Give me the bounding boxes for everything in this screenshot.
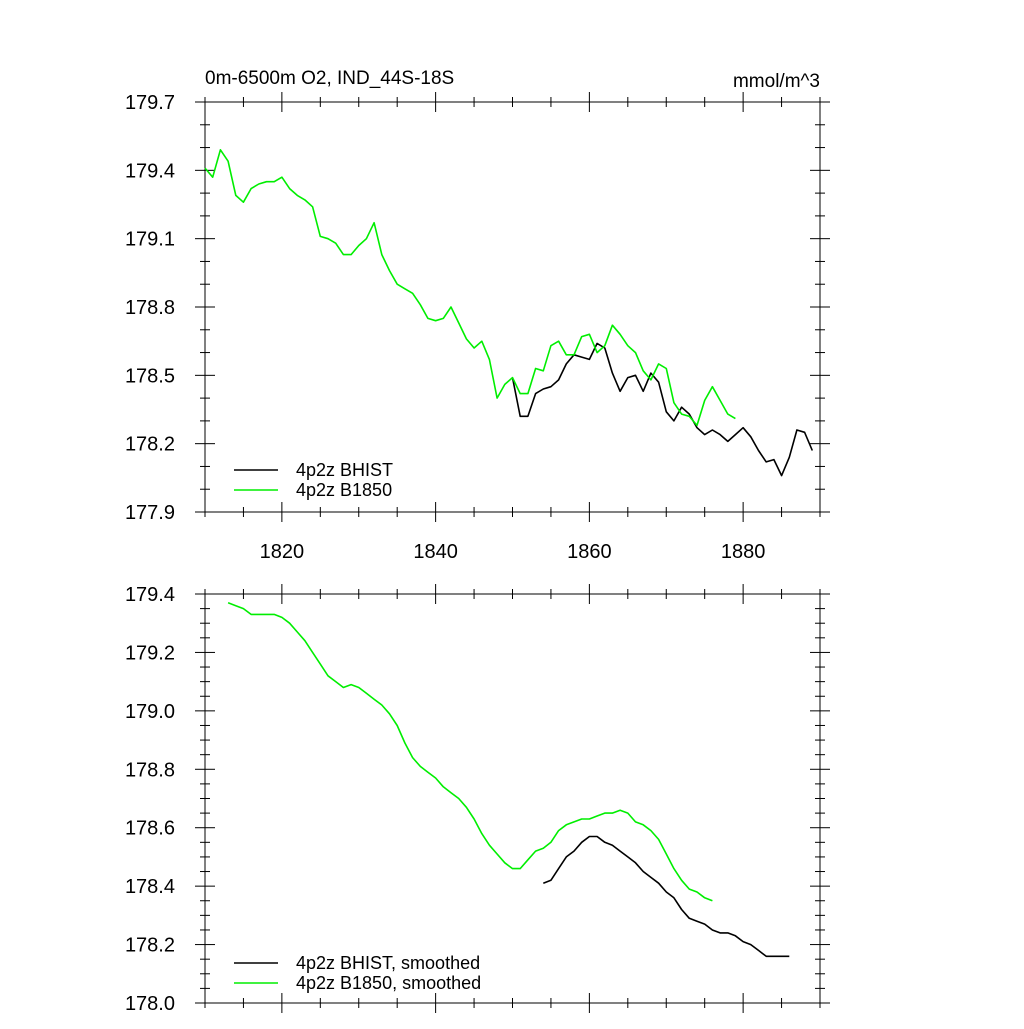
y-tick-label: 179.0 — [125, 701, 175, 723]
x-tick-label: 1820 — [260, 541, 305, 563]
legend-label: 4p2z BHIST — [296, 460, 393, 480]
legend-label: 4p2z B1850 — [296, 480, 392, 500]
y-tick-label: 179.1 — [125, 229, 175, 251]
series-line-1 — [204, 149, 736, 427]
y-tick-label: 177.9 — [125, 502, 175, 524]
y-tick-label: 178.2 — [125, 434, 175, 456]
x-tick-label: 1880 — [721, 541, 766, 563]
x-tick-label: 1860 — [567, 541, 612, 563]
y-tick-label: 179.4 — [125, 160, 175, 182]
y-tick-label: 179.4 — [125, 584, 175, 606]
series-line-0 — [511, 342, 814, 477]
y-tick-label: 178.2 — [125, 935, 175, 957]
y-tick-label: 178.6 — [125, 818, 175, 840]
y-tick-label: 178.4 — [125, 876, 175, 898]
y-tick-label: 179.2 — [125, 642, 175, 664]
y-tick-label: 179.7 — [125, 92, 175, 114]
chart-title: 0m-6500m O2, IND_44S-18S — [205, 68, 454, 89]
plot-frame — [204, 593, 821, 1004]
series-line-1 — [227, 602, 713, 902]
y-tick-label: 178.8 — [125, 759, 175, 781]
plot-frame — [204, 101, 821, 513]
top-panel: 1820 1840 1860 1880 177.9 178.2 178.5 178.8 179.… — [125, 68, 830, 563]
legend-label: 4p2z B1850, smoothed — [296, 973, 481, 993]
y-tick-label: 178.5 — [125, 365, 175, 387]
units-label: mmol/m^3 — [733, 71, 820, 92]
series-line-0 — [543, 835, 790, 958]
bottom-panel: 178.0 178.2 178.4 178.6 178.8 179.0 179.2 179.4… — [125, 584, 830, 1015]
y-tick-label: 178.0 — [125, 993, 175, 1015]
x-tick-label: 1840 — [413, 541, 458, 563]
y-tick-label: 178.8 — [125, 297, 175, 319]
legend-label: 4p2z BHIST, smoothed — [296, 953, 480, 973]
